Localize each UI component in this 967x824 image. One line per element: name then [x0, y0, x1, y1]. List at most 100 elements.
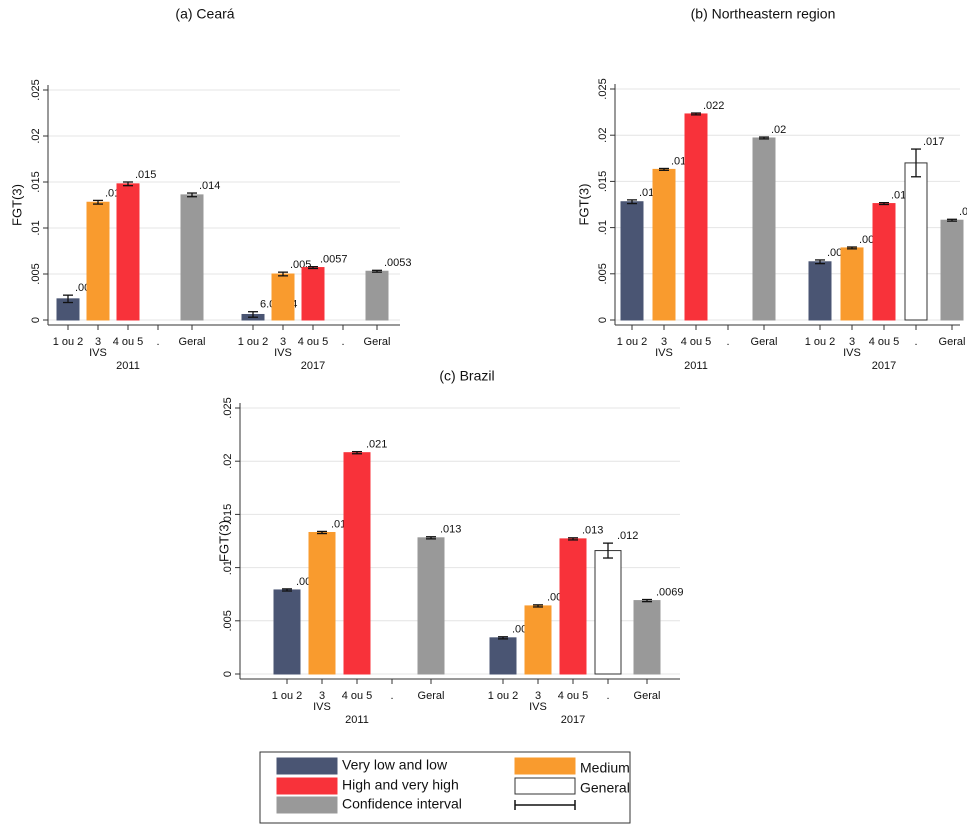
x-tick-label: 4 ou 5	[298, 336, 329, 348]
error-bar	[879, 202, 889, 206]
x-tick-label: 1 ou 2	[238, 336, 269, 348]
bar	[489, 637, 517, 675]
y-tick-label: .015	[222, 504, 234, 525]
category-axis-label: IVS	[843, 347, 861, 359]
y-tick-label: .02	[222, 454, 234, 469]
error-bar	[642, 598, 652, 603]
y-tick-label: .02	[30, 128, 42, 143]
bar	[840, 247, 864, 321]
x-tick-label: .	[606, 690, 609, 702]
error-bar	[93, 199, 103, 205]
x-tick-label: .	[914, 336, 917, 348]
error-bar	[911, 148, 921, 178]
group-label: 2017	[301, 360, 325, 372]
legend-swatch	[276, 777, 338, 795]
error-bar	[282, 588, 292, 592]
chart-title: (c) Brazil	[439, 368, 494, 384]
legend-label: Medium	[580, 760, 630, 776]
y-tick-label: .005	[597, 263, 609, 284]
error-bar	[947, 218, 957, 222]
bar	[872, 203, 896, 321]
y-tick-label: .01	[30, 220, 42, 235]
bar	[808, 261, 832, 321]
error-bar	[659, 167, 669, 171]
legend-errorbar-symbol	[514, 800, 576, 810]
value-label: .015	[135, 169, 156, 181]
bar	[116, 183, 140, 321]
x-tick-label: 1 ou 2	[53, 336, 84, 348]
y-tick-label: .025	[30, 79, 42, 100]
x-tick-label: 1 ou 2	[805, 336, 836, 348]
error-bar	[426, 536, 436, 540]
group-label: 2011	[345, 714, 369, 726]
x-tick-label: .	[341, 336, 344, 348]
x-tick-label: 3	[661, 336, 667, 348]
y-tick-label: .015	[597, 171, 609, 192]
y-tick-label: .025	[222, 397, 234, 418]
bar	[524, 605, 552, 675]
x-tick-label: Geral	[634, 690, 661, 702]
value-label: .017	[923, 136, 944, 148]
bar	[180, 194, 204, 321]
category-axis-label: IVS	[655, 347, 673, 359]
y-tick-label: .01	[597, 220, 609, 235]
x-tick-label: 4 ou 5	[342, 690, 373, 702]
bar	[271, 273, 295, 321]
legend-swatch	[276, 757, 338, 775]
category-axis-label: IVS	[529, 701, 547, 713]
error-bar	[759, 136, 769, 140]
error-bar	[63, 294, 73, 304]
x-tick-label: .	[390, 690, 393, 702]
value-label: .011	[959, 206, 967, 218]
bar	[273, 589, 301, 675]
bar	[620, 201, 644, 321]
error-bar	[691, 112, 701, 116]
value-label: .02	[771, 124, 786, 136]
error-bar	[372, 269, 382, 273]
legend-label: High and very high	[342, 777, 459, 793]
x-tick-label: 1 ou 2	[617, 336, 648, 348]
x-tick-label: 3	[280, 336, 286, 348]
legend-label: Confidence interval	[342, 796, 462, 812]
error-bar	[568, 537, 578, 541]
x-tick-label: 4 ou 5	[113, 336, 144, 348]
error-bar	[498, 636, 508, 640]
y-tick-label: .01	[222, 560, 234, 575]
x-tick-label: Geral	[939, 336, 966, 348]
value-label: .0069	[656, 586, 684, 598]
value-label: .014	[199, 180, 220, 192]
y-tick-label: .02	[597, 128, 609, 143]
group-label: 2011	[684, 360, 708, 372]
x-tick-label: Geral	[364, 336, 391, 348]
value-label: .022	[703, 100, 724, 112]
legend-swatch	[276, 796, 338, 814]
group-label: 2017	[561, 714, 585, 726]
x-tick-label: 4 ou 5	[869, 336, 900, 348]
chart-title: (b) Northeastern region	[691, 6, 836, 22]
y-axis-label: FGT(3)	[216, 520, 231, 562]
bar	[417, 537, 445, 675]
bar	[684, 113, 708, 321]
x-tick-label: .	[156, 336, 159, 348]
y-tick-label: .005	[30, 263, 42, 284]
error-bar	[308, 265, 318, 270]
value-label: .021	[366, 439, 387, 451]
y-tick-label: 0	[222, 671, 234, 677]
bar	[752, 137, 776, 321]
category-axis-label: IVS	[89, 347, 107, 359]
legend-swatch	[514, 757, 576, 775]
x-tick-label: 3	[535, 690, 541, 702]
value-label: .0053	[384, 257, 412, 269]
bar	[940, 219, 964, 321]
x-tick-label: 3	[95, 336, 101, 348]
error-bar	[123, 181, 133, 187]
x-tick-label: Geral	[418, 690, 445, 702]
x-tick-label: 4 ou 5	[681, 336, 712, 348]
x-tick-label: 3	[319, 690, 325, 702]
category-axis-label: IVS	[274, 347, 292, 359]
value-label: .012	[617, 530, 638, 542]
x-tick-label: Geral	[751, 336, 778, 348]
error-bar	[603, 542, 613, 559]
chart-title: (a) Ceará	[175, 6, 234, 22]
y-axis-label: FGT(3)	[576, 184, 591, 226]
